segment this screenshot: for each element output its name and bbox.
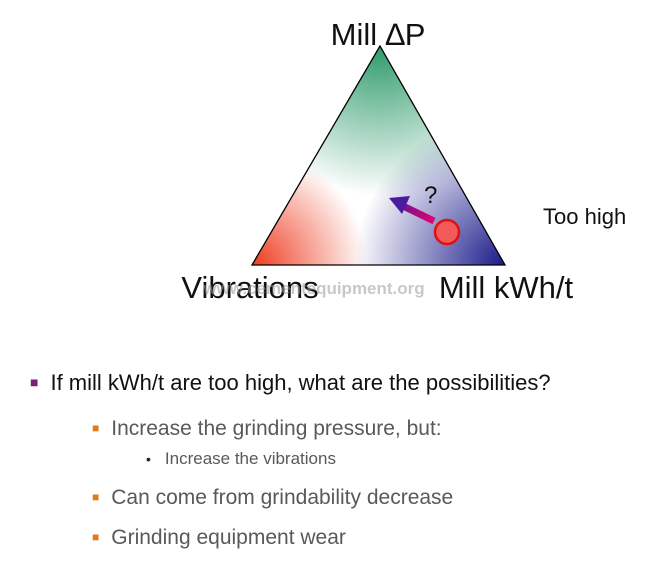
watermark: www.cementequipment.org [202,279,424,298]
top-vertex-label: Mill ∆P [331,17,426,52]
triangle-outline [250,44,507,266]
square-bullet-icon: ■ [92,490,100,504]
bullet-level2: ■ Grinding equipment wear [92,526,346,550]
bullet-text: Increase the grinding pressure, but: [111,417,442,440]
square-bullet-icon: ■ [30,374,39,390]
triangle-gradient-right [252,46,505,265]
question-mark: ? [424,182,437,209]
left-vertex-label: Vibrations [181,270,318,305]
bullet-level2: ■ Can come from grindability decrease [92,486,453,510]
bullet-text: If mill kWh/t are too high, what are the… [50,370,551,395]
square-bullet-icon: ■ [92,530,100,544]
bullet-level2: ■ Increase the grinding pressure, but: [92,417,442,441]
direction-arrow [389,196,436,225]
bullet-text: Grinding equipment wear [111,526,346,549]
right-vertex-label: Mill kWh/t [439,270,574,305]
bullet-text: Increase the vibrations [164,449,336,468]
current-state-marker [433,218,461,246]
dot-bullet-icon: • [146,451,151,467]
bullet-level1: ■ If mill kWh/t are too high, what are th… [30,370,551,396]
too-high-label: Too high [543,204,626,229]
bullet-level3: • Increase the vibrations [146,449,336,469]
square-bullet-icon: ■ [92,421,100,435]
bullet-text: Can come from grindability decrease [111,486,454,509]
